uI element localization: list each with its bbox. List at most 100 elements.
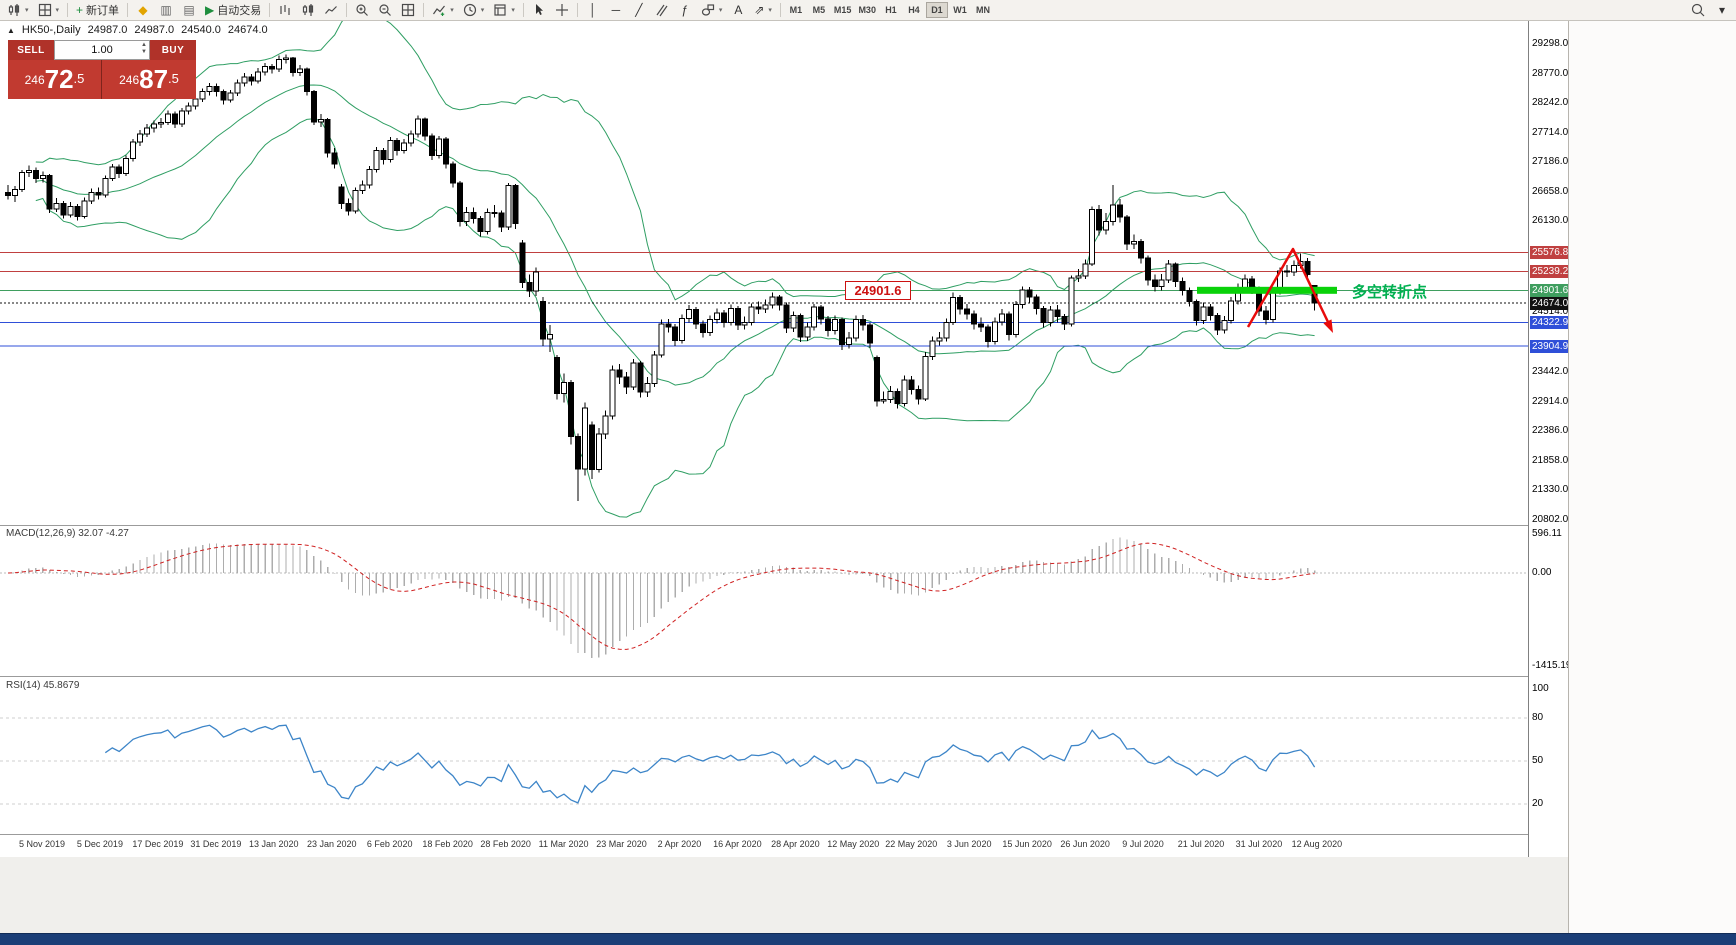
- volume-input[interactable]: 1.00 ▲ ▼: [54, 40, 150, 60]
- price-tick: 29298.0: [1532, 38, 1568, 49]
- ohlc-high: 24987.0: [134, 24, 175, 36]
- search-icon[interactable]: [1687, 1, 1709, 19]
- price-tick: 26658.0: [1532, 185, 1568, 197]
- rsi-axis-tick: 50: [1532, 755, 1544, 766]
- crosshair-icon[interactable]: [551, 1, 573, 19]
- timeframe-m30[interactable]: M30: [858, 5, 876, 15]
- sell-price[interactable]: 246 72.5: [8, 60, 102, 99]
- horizontal-line-icon[interactable]: ─: [611, 3, 621, 17]
- toolbar-separator: [269, 3, 271, 17]
- macd-panel[interactable]: [0, 537, 1528, 658]
- rsi-axis-tick: 100: [1532, 683, 1549, 694]
- date-tick: 13 Jan 2020: [249, 839, 299, 849]
- chart-title: ▲ HK50-,Daily 24987.0 24987.0 24540.0 24…: [7, 24, 268, 36]
- status-bar: [0, 933, 1736, 945]
- sell-button[interactable]: SELL: [8, 40, 54, 60]
- date-tick: 21 Jul 2020: [1177, 839, 1225, 849]
- date-tick: 6 Feb 2020: [366, 839, 413, 849]
- main-price-panel[interactable]: [0, 21, 1528, 518]
- toolbar-separator: [423, 3, 425, 17]
- toolbar-separator: [127, 3, 129, 17]
- time-axis[interactable]: 5 Nov 2019 5 Dec 2019 17 Dec 2019 31 Dec 20…: [0, 835, 1528, 857]
- macd-indicator-label: MACD(12,26,9) 32.07 -4.27: [6, 528, 129, 539]
- panel-separator[interactable]: [0, 525, 1568, 526]
- highlighted-support-segment[interactable]: [1197, 286, 1337, 294]
- collapse-trading-panel-icon[interactable]: ▲: [7, 25, 15, 35]
- turning-point-annotation: 多空转折点: [1352, 284, 1428, 301]
- templates-icon[interactable]: ▾: [489, 1, 519, 19]
- zigzag-arrow-annotation[interactable]: [1246, 247, 1330, 328]
- rsi-panel[interactable]: [0, 717, 1528, 805]
- bar-chart-icon[interactable]: [274, 1, 296, 19]
- buy-button[interactable]: BUY: [150, 40, 196, 60]
- chart-profiles-icon[interactable]: ▾: [34, 1, 64, 19]
- price-tick: 26130.0: [1532, 215, 1568, 227]
- date-tick: 22 May 2020: [885, 839, 938, 849]
- periods-icon[interactable]: ▾: [459, 1, 489, 19]
- date-tick: 15 Jun 2020: [1002, 839, 1052, 849]
- candlestick-chart-icon[interactable]: [297, 1, 319, 19]
- date-tick: 17 Dec 2019: [132, 839, 184, 849]
- autotrade-button[interactable]: ▶ 自动交易: [205, 3, 262, 17]
- volume-value: 1.00: [91, 44, 113, 56]
- support-line-axis-label: 24901.6: [1530, 283, 1568, 297]
- date-tick: 12 May 2020: [827, 839, 880, 849]
- volume-spinner[interactable]: ▲ ▼: [141, 42, 147, 55]
- line-chart-icon[interactable]: [320, 1, 342, 19]
- fibonacci-icon[interactable]: ƒ: [681, 3, 689, 17]
- timeframe-mn[interactable]: MN: [975, 5, 990, 15]
- macd-axis-tick: 596.11: [1532, 528, 1562, 539]
- timeframe-w1[interactable]: W1: [953, 5, 967, 15]
- timeframe-m1[interactable]: M1: [789, 5, 803, 15]
- price-tick: 20802.0: [1532, 514, 1568, 525]
- panel-separator[interactable]: [0, 676, 1568, 677]
- date-tick: 31 Dec 2019: [190, 839, 242, 849]
- support-line-axis-label: 23904.9: [1530, 339, 1568, 353]
- price-tick: 24514.0: [1532, 306, 1568, 318]
- new-order-button[interactable]: + 新订单: [76, 3, 120, 17]
- metaeditor-icon[interactable]: ◆: [138, 3, 148, 17]
- indicators-icon[interactable]: ▾: [428, 1, 458, 19]
- price-tick: 21330.0: [1532, 484, 1568, 496]
- price-tick: 27714.0: [1532, 126, 1568, 138]
- toolbar: ▾ ▾ + 新订单 ◆ ▥ ▤ ▶ 自动交易 ▾ ▾ ▾ │ ─ ╱ ƒ ▾ A ⇗ ▾ M1 M5 M15 M30 H1 H4 D…: [0, 0, 1736, 21]
- ohlc-close: 24674.0: [227, 24, 268, 36]
- market-watch-icon[interactable]: ▥: [160, 3, 172, 17]
- timeframe-m5[interactable]: M5: [812, 5, 826, 15]
- price-chart-canvas[interactable]: [0, 21, 1528, 857]
- toolbar-separator: [779, 3, 781, 17]
- tile-windows-icon[interactable]: [397, 1, 419, 19]
- timeframe-m15[interactable]: M15: [833, 5, 852, 15]
- text-icon[interactable]: A: [734, 3, 743, 17]
- support-price-callout[interactable]: 24901.6: [845, 281, 911, 300]
- price-tick: 28770.0: [1532, 67, 1568, 79]
- zoom-in-icon[interactable]: [351, 1, 373, 19]
- trendline-icon[interactable]: ╱: [635, 3, 643, 17]
- rsi-axis-tick: 20: [1532, 798, 1544, 810]
- cursor-icon[interactable]: [528, 1, 550, 19]
- bid-price-axis-label: 24674.0: [1530, 296, 1568, 310]
- data-window-icon[interactable]: ▤: [183, 3, 195, 17]
- date-tick: 23 Jan 2020: [306, 839, 357, 849]
- shapes-icon[interactable]: ▾: [697, 1, 727, 19]
- timeframe-d1[interactable]: D1: [925, 2, 948, 18]
- buy-price-prefix: 246: [119, 73, 140, 87]
- rsi-axis-tick: 80: [1532, 711, 1544, 723]
- toolbar-right-group: ▾: [1687, 1, 1733, 19]
- date-tick: 3 Jun 2020: [946, 839, 992, 849]
- timeframe-h4[interactable]: H4: [908, 5, 920, 15]
- timeframe-h1[interactable]: H1: [885, 5, 897, 15]
- vertical-line-icon[interactable]: │: [589, 3, 597, 17]
- support-line-axis-label: 24322.9: [1530, 316, 1568, 330]
- price-axis[interactable]: 29298.0 28770.0 28242.0 27714.0 27186.0 26658…: [1529, 21, 1568, 857]
- zoom-out-icon[interactable]: [374, 1, 396, 19]
- resistance-line-axis-label: 25239.2: [1530, 264, 1568, 278]
- equidistant-channel-icon[interactable]: [651, 1, 673, 19]
- one-click-trading-panel: SELL 1.00 ▲ ▼ BUY 246 72.5 246 87.5: [8, 40, 196, 99]
- toolbar-options-icon[interactable]: ▾: [1718, 3, 1726, 17]
- arrows-icon[interactable]: ⇗ ▾: [754, 3, 772, 17]
- buy-price[interactable]: 246 87.5: [102, 60, 196, 99]
- workspace-bottom-area: [0, 857, 1568, 933]
- new-chart-icon[interactable]: ▾: [3, 1, 33, 19]
